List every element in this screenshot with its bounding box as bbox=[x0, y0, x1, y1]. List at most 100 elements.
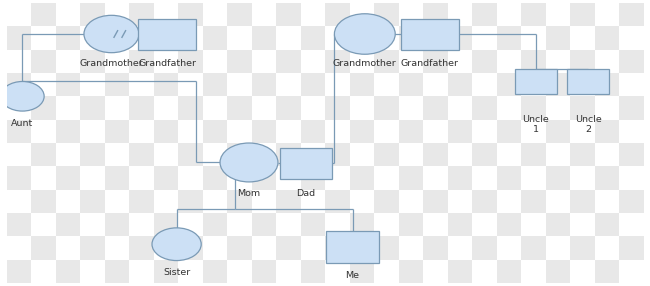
FancyBboxPatch shape bbox=[423, 143, 447, 166]
FancyBboxPatch shape bbox=[280, 148, 332, 179]
FancyBboxPatch shape bbox=[276, 96, 300, 120]
FancyBboxPatch shape bbox=[570, 237, 595, 260]
FancyBboxPatch shape bbox=[129, 96, 153, 120]
FancyBboxPatch shape bbox=[203, 26, 227, 49]
FancyBboxPatch shape bbox=[300, 213, 325, 237]
FancyBboxPatch shape bbox=[80, 96, 105, 120]
FancyBboxPatch shape bbox=[31, 49, 55, 73]
FancyBboxPatch shape bbox=[398, 120, 423, 143]
FancyBboxPatch shape bbox=[350, 73, 374, 96]
FancyBboxPatch shape bbox=[423, 190, 447, 213]
FancyBboxPatch shape bbox=[570, 96, 595, 120]
FancyBboxPatch shape bbox=[619, 143, 644, 166]
FancyBboxPatch shape bbox=[153, 260, 178, 283]
FancyBboxPatch shape bbox=[447, 213, 472, 237]
FancyBboxPatch shape bbox=[129, 237, 153, 260]
FancyBboxPatch shape bbox=[545, 260, 570, 283]
FancyBboxPatch shape bbox=[398, 73, 423, 96]
FancyBboxPatch shape bbox=[423, 49, 447, 73]
FancyBboxPatch shape bbox=[105, 260, 129, 283]
FancyBboxPatch shape bbox=[374, 49, 398, 73]
FancyBboxPatch shape bbox=[80, 3, 105, 26]
FancyBboxPatch shape bbox=[570, 143, 595, 166]
FancyBboxPatch shape bbox=[423, 3, 447, 26]
FancyBboxPatch shape bbox=[325, 49, 350, 73]
FancyBboxPatch shape bbox=[31, 190, 55, 213]
FancyBboxPatch shape bbox=[300, 260, 325, 283]
FancyBboxPatch shape bbox=[80, 143, 105, 166]
FancyBboxPatch shape bbox=[153, 73, 178, 96]
FancyBboxPatch shape bbox=[497, 213, 521, 237]
FancyBboxPatch shape bbox=[497, 26, 521, 49]
FancyBboxPatch shape bbox=[374, 3, 398, 26]
FancyBboxPatch shape bbox=[447, 26, 472, 49]
FancyBboxPatch shape bbox=[105, 166, 129, 190]
FancyBboxPatch shape bbox=[252, 166, 276, 190]
FancyBboxPatch shape bbox=[105, 26, 129, 49]
Text: Me: Me bbox=[346, 271, 359, 281]
FancyBboxPatch shape bbox=[325, 190, 350, 213]
FancyBboxPatch shape bbox=[619, 96, 644, 120]
Text: Aunt: Aunt bbox=[11, 119, 34, 128]
FancyBboxPatch shape bbox=[203, 120, 227, 143]
FancyBboxPatch shape bbox=[227, 190, 252, 213]
FancyBboxPatch shape bbox=[6, 120, 31, 143]
FancyBboxPatch shape bbox=[203, 213, 227, 237]
FancyBboxPatch shape bbox=[178, 190, 203, 213]
FancyBboxPatch shape bbox=[398, 26, 423, 49]
FancyBboxPatch shape bbox=[178, 96, 203, 120]
Text: Dad: Dad bbox=[296, 189, 316, 198]
FancyBboxPatch shape bbox=[300, 73, 325, 96]
FancyBboxPatch shape bbox=[227, 237, 252, 260]
FancyBboxPatch shape bbox=[374, 96, 398, 120]
FancyBboxPatch shape bbox=[398, 260, 423, 283]
FancyBboxPatch shape bbox=[521, 143, 545, 166]
FancyBboxPatch shape bbox=[374, 143, 398, 166]
FancyBboxPatch shape bbox=[325, 3, 350, 26]
Text: Mom: Mom bbox=[237, 189, 261, 198]
FancyBboxPatch shape bbox=[447, 260, 472, 283]
FancyBboxPatch shape bbox=[129, 190, 153, 213]
FancyBboxPatch shape bbox=[497, 166, 521, 190]
FancyBboxPatch shape bbox=[401, 19, 459, 50]
Text: Grandfather: Grandfather bbox=[138, 59, 196, 68]
FancyBboxPatch shape bbox=[252, 213, 276, 237]
FancyBboxPatch shape bbox=[227, 49, 252, 73]
FancyBboxPatch shape bbox=[138, 19, 196, 50]
FancyBboxPatch shape bbox=[178, 49, 203, 73]
FancyBboxPatch shape bbox=[497, 120, 521, 143]
FancyBboxPatch shape bbox=[105, 73, 129, 96]
FancyBboxPatch shape bbox=[129, 3, 153, 26]
FancyBboxPatch shape bbox=[252, 26, 276, 49]
FancyBboxPatch shape bbox=[80, 190, 105, 213]
FancyBboxPatch shape bbox=[227, 3, 252, 26]
FancyBboxPatch shape bbox=[300, 166, 325, 190]
FancyBboxPatch shape bbox=[350, 26, 374, 49]
FancyBboxPatch shape bbox=[374, 237, 398, 260]
FancyBboxPatch shape bbox=[55, 120, 80, 143]
FancyBboxPatch shape bbox=[545, 213, 570, 237]
FancyBboxPatch shape bbox=[398, 213, 423, 237]
FancyBboxPatch shape bbox=[105, 213, 129, 237]
FancyBboxPatch shape bbox=[80, 49, 105, 73]
FancyBboxPatch shape bbox=[545, 73, 570, 96]
FancyBboxPatch shape bbox=[153, 213, 178, 237]
FancyBboxPatch shape bbox=[497, 260, 521, 283]
FancyBboxPatch shape bbox=[55, 26, 80, 49]
FancyBboxPatch shape bbox=[276, 3, 300, 26]
FancyBboxPatch shape bbox=[300, 26, 325, 49]
FancyBboxPatch shape bbox=[178, 3, 203, 26]
FancyBboxPatch shape bbox=[325, 143, 350, 166]
FancyBboxPatch shape bbox=[472, 3, 497, 26]
FancyBboxPatch shape bbox=[595, 213, 619, 237]
FancyBboxPatch shape bbox=[472, 190, 497, 213]
FancyBboxPatch shape bbox=[227, 96, 252, 120]
Text: Grandfather: Grandfather bbox=[401, 59, 459, 68]
FancyBboxPatch shape bbox=[350, 213, 374, 237]
FancyBboxPatch shape bbox=[31, 3, 55, 26]
FancyBboxPatch shape bbox=[570, 190, 595, 213]
FancyBboxPatch shape bbox=[178, 143, 203, 166]
FancyBboxPatch shape bbox=[447, 166, 472, 190]
FancyBboxPatch shape bbox=[6, 213, 31, 237]
FancyBboxPatch shape bbox=[521, 96, 545, 120]
